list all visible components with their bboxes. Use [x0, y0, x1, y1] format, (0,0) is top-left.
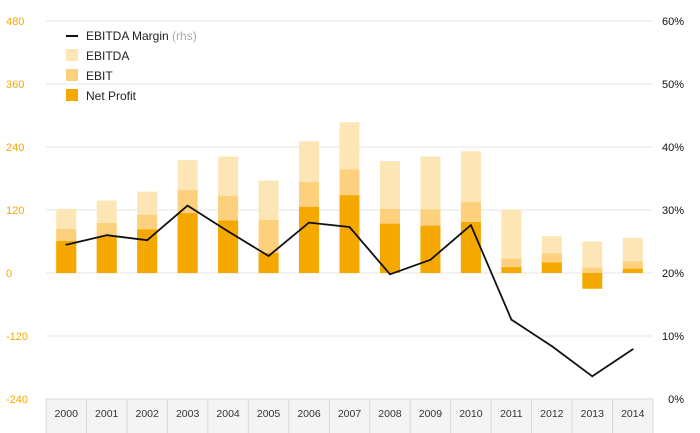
net-profit-bar: [501, 267, 522, 273]
y-left-tick-label: 360: [6, 79, 24, 91]
x-tick-label: 2009: [419, 408, 443, 420]
net-profit-bar: [622, 268, 643, 273]
y-right-tick-label: 40%: [662, 142, 684, 154]
ebitda-margin-point: [591, 375, 594, 378]
net-profit-bar: [299, 206, 320, 273]
x-axis-band: [46, 399, 653, 433]
ebitda-margin-point: [510, 318, 513, 321]
net-profit-bar: [218, 220, 239, 273]
ebitda-margin-point: [65, 243, 68, 246]
y-right-tick-label: 50%: [662, 79, 684, 91]
net-profit-bar: [420, 225, 441, 273]
x-tick-label: 2006: [297, 408, 321, 420]
net-profit-bar: [258, 253, 279, 273]
net-profit-bar: [379, 223, 400, 273]
ebitda-margin-point: [227, 230, 230, 233]
net-profit-bar: [541, 262, 562, 273]
x-tick-label: 2005: [257, 408, 281, 420]
y-left-tick-label: 120: [6, 205, 24, 217]
ebitda-margin-point: [429, 258, 432, 261]
ebitda-bar: [582, 241, 603, 273]
net-profit-bar: [460, 222, 481, 273]
y-right-tick-label: 0%: [668, 394, 684, 406]
y-left-tick-label: -240: [6, 394, 28, 406]
ebitda-margin-point: [348, 226, 351, 228]
net-profit-bar: [96, 236, 117, 273]
legend-swatch: [66, 69, 78, 81]
y-right-tick-label: 30%: [662, 205, 684, 217]
x-tick-label: 2010: [459, 408, 483, 420]
bars: [56, 122, 643, 289]
y-left-tick-label: 240: [6, 142, 24, 154]
y-left-tick-label: -120: [6, 331, 28, 343]
legend-rhs-note: (rhs): [172, 29, 197, 43]
legend-label: EBITDA: [86, 49, 129, 63]
ebitda-margin-point: [389, 273, 391, 276]
x-tick-label: 2003: [176, 408, 200, 420]
legend-swatch: [66, 49, 78, 61]
x-tick-label: 2011: [500, 408, 523, 420]
ebitda-margin-point: [186, 204, 189, 207]
net-profit-bar: [339, 195, 360, 273]
x-tick-label: 2002: [135, 408, 159, 420]
net-profit-bar: [137, 229, 158, 273]
x-tick-label: 2014: [621, 408, 645, 420]
y-left-tick-label: 480: [6, 16, 24, 28]
ebitda-margin-point: [105, 234, 108, 237]
left-y-axis: -240 -120 0 120 240 360 480: [6, 16, 28, 406]
legend-label: Net Profit: [86, 89, 137, 103]
x-tick-label: 2013: [581, 408, 605, 420]
x-tick-label: 2012: [540, 408, 564, 420]
ebitda-margin-point: [470, 224, 472, 227]
net-profit-bar: [56, 240, 77, 273]
legend-label: EBIT: [86, 69, 113, 83]
x-tick-label: 2000: [55, 408, 79, 420]
x-axis: 2000 2001 2002 2003 2004 2005 2006 2007 2008 2009…: [45, 398, 654, 433]
ebit-bar: [582, 267, 603, 273]
ebitda-bar: [501, 209, 522, 273]
ebitda-margin-point: [267, 255, 270, 257]
y-right-tick-label: 60%: [662, 16, 684, 28]
legend-swatch: [66, 89, 78, 101]
x-tick-label: 2008: [378, 408, 402, 420]
x-tick-label: 2001: [95, 408, 119, 420]
ebitda-margin-line-group: [65, 204, 634, 378]
y-right-tick-label: 10%: [662, 331, 684, 343]
legend: EBITDA Margin (rhs) EBITDA EBIT Net Profit: [66, 29, 197, 103]
x-tick-label: 2007: [338, 408, 362, 420]
ebitda-margin-point: [146, 239, 149, 242]
ebitda-margin-point: [550, 345, 553, 347]
ebitda-margin-point: [631, 348, 634, 351]
x-tick-label: 2004: [216, 408, 240, 420]
y-left-tick-label: 0: [6, 268, 12, 280]
ebitda-margin-point: [308, 221, 310, 224]
right-y-axis: 0% 10% 20% 30% 40% 50% 60%: [662, 16, 684, 406]
net-profit-bar: [177, 213, 198, 273]
y-right-tick-label: 20%: [662, 268, 684, 280]
legend-label: EBITDA Margin (rhs): [86, 29, 197, 43]
net-profit-bar: [582, 273, 603, 289]
ebit-bar: [622, 261, 643, 273]
